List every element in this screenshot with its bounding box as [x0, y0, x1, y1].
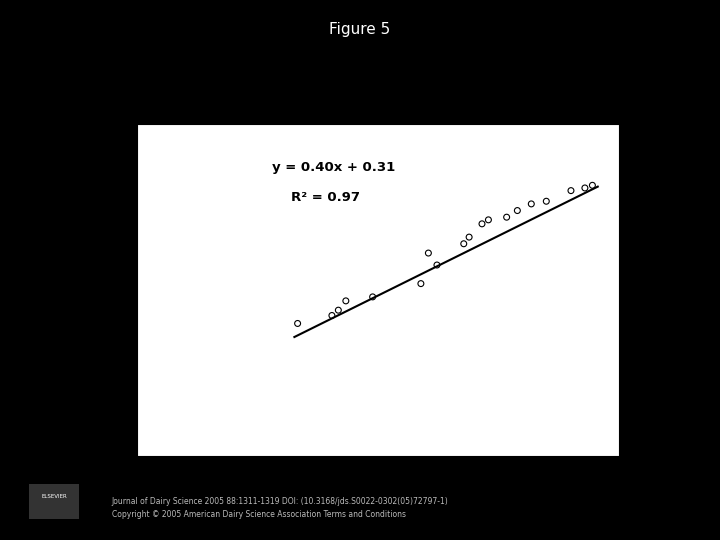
Point: [464, 233, 475, 241]
Point: [458, 239, 469, 248]
Point: [501, 213, 513, 221]
Point: [526, 200, 537, 208]
X-axis label: t11 C18:1 (mg/100 mg of FAME): t11 C18:1 (mg/100 mg of FAME): [271, 488, 485, 501]
Point: [476, 219, 487, 228]
Point: [541, 197, 552, 206]
Point: [415, 279, 427, 288]
Point: [367, 293, 379, 301]
Text: R² = 0.97: R² = 0.97: [291, 191, 360, 204]
Text: ELSEVIER: ELSEVIER: [41, 494, 67, 499]
Point: [423, 249, 434, 258]
Point: [565, 186, 577, 195]
Point: [512, 206, 523, 215]
Text: Journal of Dairy Science 2005 88:1311-1319 DOI: (10.3168/jds.S0022-0302(05)72797: Journal of Dairy Science 2005 88:1311-13…: [112, 497, 449, 505]
Y-axis label: c9,t11 CLA (mg/100 mg of FAME): c9,t11 CLA (mg/100 mg of FAME): [86, 180, 99, 400]
Text: Copyright © 2005 American Dairy Science Association Terms and Conditions: Copyright © 2005 American Dairy Science …: [112, 510, 405, 518]
Point: [340, 296, 351, 305]
Point: [482, 215, 494, 224]
Text: Figure 5: Figure 5: [329, 22, 391, 37]
Point: [587, 181, 598, 190]
Point: [326, 311, 338, 320]
Point: [333, 306, 344, 314]
Point: [579, 184, 590, 192]
Point: [292, 319, 303, 328]
Text: y = 0.40x + 0.31: y = 0.40x + 0.31: [272, 161, 395, 174]
Point: [431, 261, 443, 269]
